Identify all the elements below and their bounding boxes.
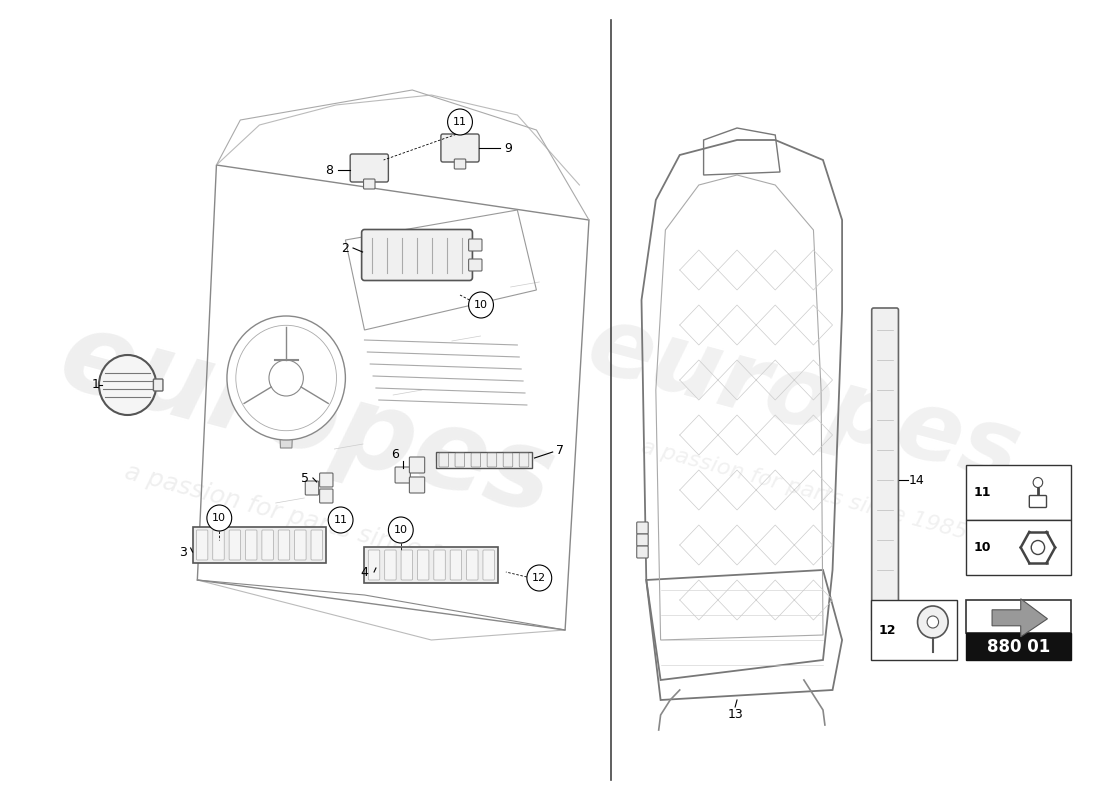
Text: europes: europes bbox=[48, 302, 565, 538]
FancyBboxPatch shape bbox=[417, 550, 429, 580]
FancyBboxPatch shape bbox=[153, 379, 163, 391]
FancyBboxPatch shape bbox=[368, 550, 379, 580]
Circle shape bbox=[328, 507, 353, 533]
Text: 10: 10 bbox=[474, 300, 488, 310]
Text: 9: 9 bbox=[504, 142, 512, 154]
Text: 7: 7 bbox=[557, 443, 564, 457]
Text: 11: 11 bbox=[453, 117, 468, 127]
FancyBboxPatch shape bbox=[469, 259, 482, 271]
FancyBboxPatch shape bbox=[966, 465, 1071, 520]
FancyBboxPatch shape bbox=[212, 530, 224, 560]
FancyBboxPatch shape bbox=[519, 453, 529, 467]
Circle shape bbox=[227, 316, 345, 440]
FancyBboxPatch shape bbox=[637, 534, 648, 546]
FancyBboxPatch shape bbox=[192, 527, 327, 563]
Text: 4: 4 bbox=[361, 566, 368, 578]
FancyBboxPatch shape bbox=[262, 530, 273, 560]
Text: 11: 11 bbox=[974, 486, 991, 499]
Text: 5: 5 bbox=[301, 471, 309, 485]
Text: 10: 10 bbox=[394, 525, 408, 535]
Text: 880 01: 880 01 bbox=[987, 638, 1050, 655]
Circle shape bbox=[448, 109, 472, 135]
Circle shape bbox=[388, 517, 414, 543]
FancyBboxPatch shape bbox=[871, 308, 899, 632]
FancyBboxPatch shape bbox=[409, 457, 425, 473]
FancyBboxPatch shape bbox=[320, 473, 333, 487]
FancyBboxPatch shape bbox=[469, 239, 482, 251]
FancyBboxPatch shape bbox=[455, 453, 464, 467]
Text: a passion for parts since 1985: a passion for parts since 1985 bbox=[639, 437, 969, 543]
FancyBboxPatch shape bbox=[503, 453, 513, 467]
FancyBboxPatch shape bbox=[306, 481, 319, 495]
Circle shape bbox=[207, 505, 232, 531]
Text: a passion for parts since 1985: a passion for parts since 1985 bbox=[122, 459, 493, 581]
Text: 12: 12 bbox=[879, 623, 895, 637]
FancyBboxPatch shape bbox=[363, 179, 375, 189]
Circle shape bbox=[1031, 541, 1045, 554]
FancyBboxPatch shape bbox=[278, 530, 289, 560]
Text: europes: europes bbox=[578, 298, 1031, 502]
Text: 6: 6 bbox=[392, 449, 399, 462]
FancyBboxPatch shape bbox=[1030, 495, 1046, 507]
FancyBboxPatch shape bbox=[362, 230, 472, 281]
Text: 14: 14 bbox=[909, 474, 924, 486]
Circle shape bbox=[270, 360, 304, 396]
FancyBboxPatch shape bbox=[364, 547, 498, 583]
FancyBboxPatch shape bbox=[229, 530, 241, 560]
Text: 2: 2 bbox=[341, 242, 350, 254]
FancyBboxPatch shape bbox=[454, 159, 465, 169]
FancyBboxPatch shape bbox=[350, 154, 388, 182]
Circle shape bbox=[527, 565, 552, 591]
Text: 10: 10 bbox=[974, 541, 991, 554]
Circle shape bbox=[917, 606, 948, 638]
Polygon shape bbox=[278, 396, 294, 448]
FancyBboxPatch shape bbox=[450, 550, 462, 580]
FancyBboxPatch shape bbox=[466, 550, 478, 580]
FancyBboxPatch shape bbox=[311, 530, 322, 560]
FancyBboxPatch shape bbox=[487, 453, 497, 467]
Text: 10: 10 bbox=[212, 513, 227, 523]
Circle shape bbox=[927, 616, 938, 628]
FancyBboxPatch shape bbox=[871, 600, 957, 660]
Text: 11: 11 bbox=[333, 515, 348, 525]
FancyBboxPatch shape bbox=[637, 522, 648, 534]
FancyBboxPatch shape bbox=[483, 550, 494, 580]
FancyBboxPatch shape bbox=[439, 453, 449, 467]
Circle shape bbox=[1033, 478, 1043, 487]
FancyBboxPatch shape bbox=[245, 530, 257, 560]
FancyBboxPatch shape bbox=[966, 600, 1071, 633]
FancyBboxPatch shape bbox=[402, 550, 412, 580]
Text: 1: 1 bbox=[91, 378, 99, 391]
FancyBboxPatch shape bbox=[385, 550, 396, 580]
Circle shape bbox=[99, 355, 156, 415]
FancyBboxPatch shape bbox=[433, 550, 446, 580]
Text: 13: 13 bbox=[727, 709, 742, 722]
FancyBboxPatch shape bbox=[966, 633, 1071, 660]
FancyBboxPatch shape bbox=[320, 489, 333, 503]
FancyBboxPatch shape bbox=[197, 530, 208, 560]
FancyBboxPatch shape bbox=[409, 477, 425, 493]
FancyBboxPatch shape bbox=[395, 467, 410, 483]
FancyBboxPatch shape bbox=[471, 453, 481, 467]
Circle shape bbox=[469, 292, 494, 318]
Polygon shape bbox=[992, 598, 1047, 637]
Text: 3: 3 bbox=[179, 546, 187, 558]
Text: 8: 8 bbox=[326, 163, 333, 177]
FancyBboxPatch shape bbox=[637, 546, 648, 558]
FancyBboxPatch shape bbox=[966, 520, 1071, 575]
FancyBboxPatch shape bbox=[295, 530, 306, 560]
FancyBboxPatch shape bbox=[441, 134, 480, 162]
FancyBboxPatch shape bbox=[436, 452, 531, 468]
Text: 12: 12 bbox=[532, 573, 547, 583]
